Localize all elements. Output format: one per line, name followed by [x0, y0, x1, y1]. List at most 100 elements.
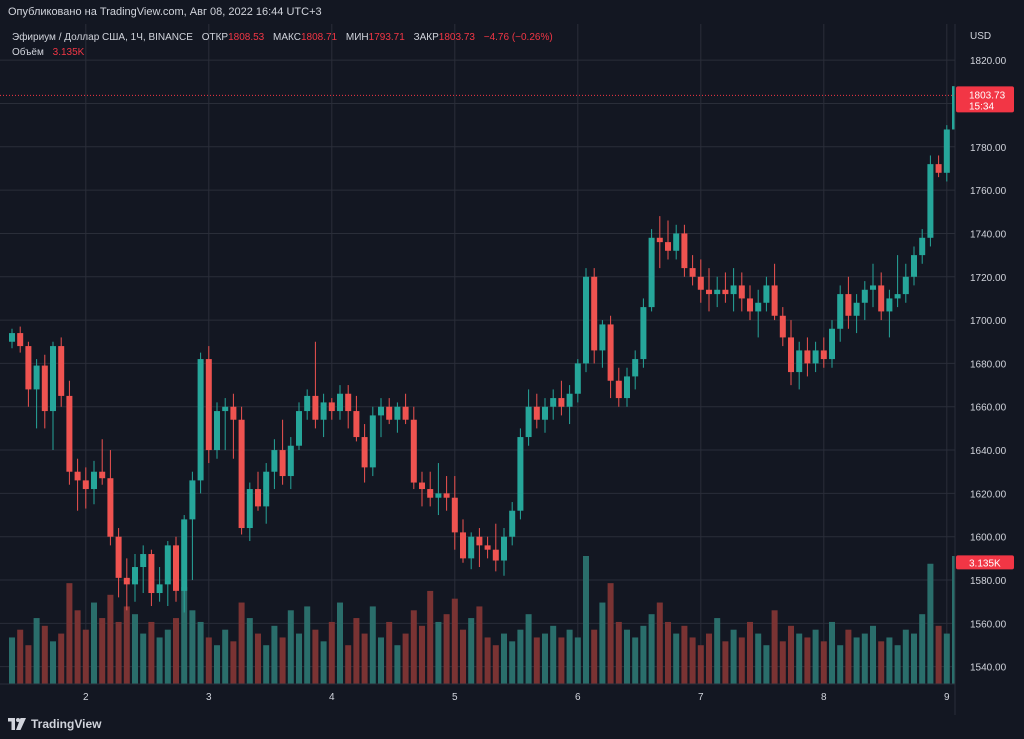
- volume-bar: [164, 629, 171, 684]
- volume-bar: [861, 633, 868, 684]
- candle-body: [337, 393, 343, 412]
- candle-body: [361, 437, 368, 468]
- price-tick-label: 1740.00: [970, 229, 1007, 240]
- volume-bar: [771, 610, 778, 684]
- candle-body: [91, 471, 97, 490]
- candle-body: [788, 337, 794, 373]
- volume-bar: [214, 645, 220, 684]
- candle-body: [681, 233, 688, 269]
- price-tick-label: 1820.00: [970, 56, 1007, 67]
- volume-bar: [804, 637, 811, 684]
- candle-body: [304, 395, 311, 412]
- open-label: ОТКР: [201, 32, 229, 43]
- chart-canvas[interactable]: USD1820.001800.001780.001760.001740.0017…: [0, 24, 1024, 715]
- price-tick-label: 1540.00: [970, 663, 1007, 674]
- candle-body: [402, 406, 409, 420]
- volume-bar: [788, 625, 794, 684]
- candle-body: [558, 398, 565, 407]
- volume-bar: [156, 637, 163, 684]
- candle-body: [369, 415, 376, 468]
- volume-bar: [943, 633, 950, 684]
- candle-body: [271, 450, 278, 472]
- series-legend: Эфириум / Доллар США, 1Ч, BINANCE ОТКР18…: [12, 30, 553, 60]
- candle-body: [714, 289, 721, 295]
- candle-body: [33, 365, 40, 390]
- volume-bar: [25, 645, 32, 684]
- volume-bar: [796, 633, 803, 684]
- price-tick-label: 1680.00: [970, 359, 1007, 370]
- symbol-title[interactable]: Эфириум / Доллар США, 1Ч, BINANCE: [12, 32, 193, 43]
- time-tick-label: 7: [698, 692, 704, 703]
- candle-body: [427, 489, 434, 498]
- candle-body: [615, 380, 622, 399]
- volume-bar: [681, 625, 688, 684]
- candle-body: [328, 402, 335, 412]
- volume-bar: [566, 629, 573, 684]
- volume-bar: [738, 637, 745, 684]
- volume-bar: [337, 602, 343, 684]
- candle-body: [878, 285, 885, 312]
- candle-body: [279, 450, 286, 477]
- price-tick-label: 1780.00: [970, 143, 1007, 154]
- candle-body: [911, 255, 917, 277]
- candle-body: [99, 471, 106, 479]
- candle-body: [205, 359, 212, 451]
- volume-bar: [583, 556, 589, 684]
- volume-bar: [402, 633, 409, 684]
- volume-bar: [599, 602, 606, 684]
- candle-body: [74, 471, 81, 481]
- tradingview-brand[interactable]: TradingView: [8, 717, 101, 731]
- volume-bar: [99, 618, 106, 684]
- top-bar: Опубликовано на TradingView.com, Авг 08,…: [0, 0, 1024, 24]
- volume-bar: [419, 625, 425, 684]
- candle-body: [484, 545, 491, 550]
- candle-body: [115, 536, 122, 578]
- volume-bar: [779, 641, 786, 684]
- volume-bar: [427, 590, 434, 684]
- volume-bar: [697, 645, 704, 684]
- candle-body: [25, 346, 32, 390]
- volume-bar: [304, 606, 311, 684]
- volume-value: 3.135K: [52, 47, 85, 58]
- volume-bar: [919, 614, 926, 684]
- volume-bar: [386, 621, 393, 684]
- candle-body: [779, 315, 786, 338]
- volume-bar: [66, 583, 73, 684]
- candle-body: [796, 350, 803, 373]
- volume-row: Объём 3.135K: [12, 45, 553, 60]
- candle-body: [812, 350, 819, 364]
- candle-body: [287, 445, 294, 477]
- price-tick-label: 1720.00: [970, 273, 1007, 284]
- time-axis[interactable]: 2 3 4 5 6 7 8 9: [0, 683, 955, 703]
- volume-bar: [410, 610, 417, 684]
- volume-bar: [361, 633, 368, 684]
- volume-bar: [378, 637, 384, 684]
- footer-bar: TradingView: [0, 715, 1024, 739]
- candle-body: [222, 406, 229, 412]
- price-axis[interactable]: USD1820.001800.001780.001760.001740.0017…: [954, 24, 1024, 715]
- candle-body: [41, 365, 48, 412]
- volume-bar: [369, 606, 376, 684]
- volume-bar: [17, 629, 24, 684]
- candle-body: [173, 545, 179, 591]
- candle-body: [697, 276, 704, 290]
- candle-body: [763, 285, 770, 303]
- high-label: МАКС: [273, 32, 301, 43]
- candle-body: [820, 350, 827, 360]
- time-tick-label: 2: [83, 692, 89, 703]
- candle-body: [632, 359, 639, 377]
- volume-label[interactable]: Объём: [12, 47, 44, 58]
- volume-bar: [894, 645, 901, 684]
- candle-body: [386, 406, 393, 420]
- candle-body: [460, 532, 466, 559]
- price-chart[interactable]: USD1820.001800.001780.001760.001740.0017…: [0, 24, 1024, 715]
- candle-body: [255, 489, 261, 507]
- volume-bar: [632, 637, 639, 684]
- candle-body: [927, 164, 934, 238]
- volume-bar: [132, 614, 138, 684]
- volume-bar: [574, 637, 581, 684]
- candle-body: [509, 510, 516, 537]
- candle-body: [747, 298, 753, 312]
- volume-bar: [222, 629, 229, 684]
- volume-bar: [591, 629, 598, 684]
